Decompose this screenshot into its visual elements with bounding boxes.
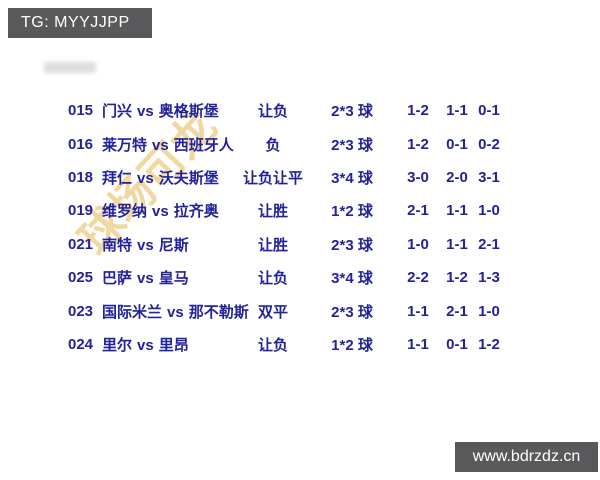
- table-row: 019 维罗纳 vs 拉齐奥 让胜 1*2 球 2-1 1-1 1-0: [0, 194, 600, 227]
- home-team: 南特: [102, 236, 133, 254]
- score-prediction: 1-0: [478, 202, 500, 220]
- score-prediction: 0-1: [446, 335, 468, 353]
- bet-recommendation: 让胜: [257, 203, 288, 221]
- home-team: 维罗纳: [102, 203, 148, 221]
- match-teams: 国际米兰 vs 那不勒斯: [102, 301, 249, 322]
- score-prediction: 0-1: [478, 102, 500, 120]
- bet-recommendation: 负: [265, 136, 281, 154]
- match-teams: 莱万特 vs 西班牙人: [102, 134, 234, 155]
- score-prediction: 1-0: [478, 302, 500, 320]
- table-row: 018 拜仁 vs 沃夫斯堡 让负让平 3*4 球 3-0 2-0 3-1: [0, 161, 600, 194]
- away-team: 拉齐奥: [173, 203, 219, 221]
- home-team: 巴萨: [102, 270, 133, 288]
- vs-label: vs: [137, 270, 154, 288]
- score-prediction: 1-1: [407, 302, 429, 320]
- match-teams: 南特 vs 尼斯: [102, 234, 228, 255]
- away-team: 里昂: [158, 336, 189, 354]
- score-prediction: 2-1: [478, 235, 500, 253]
- match-number: 023: [68, 302, 94, 320]
- score-prediction: 2-2: [407, 269, 429, 287]
- away-team: 那不勒斯: [188, 303, 249, 321]
- table-row: 025 巴萨 vs 皇马 让负 3*4 球 2-2 1-2 1-3: [0, 261, 600, 294]
- home-team: 国际米兰: [102, 303, 163, 321]
- away-team: 奥格斯堡: [158, 103, 219, 121]
- vs-label: vs: [167, 303, 184, 321]
- vs-label: vs: [137, 236, 154, 254]
- score-prediction: 1-2: [407, 102, 429, 120]
- bet-recommendation: 让胜: [257, 236, 288, 254]
- predictions-table: 015 门兴 vs 奥格斯堡 让负 2*3 球 1-2 1-1 0-1 016 莱万…: [0, 94, 600, 361]
- score-prediction: 1-1: [446, 202, 468, 220]
- telegram-badge: TG: MYYJJPP: [8, 8, 152, 38]
- away-team: 沃夫斯堡: [158, 169, 219, 187]
- score-prediction: 1-1: [446, 235, 468, 253]
- goals-recommendation: 3*4 球: [331, 169, 373, 187]
- away-team: 皇马: [158, 270, 189, 288]
- bet-recommendation: 让负让平: [242, 169, 303, 187]
- score-prediction: 1-2: [407, 135, 429, 153]
- score-prediction: 3-0: [407, 168, 429, 186]
- vs-label: vs: [152, 203, 169, 221]
- match-teams: 里尔 vs 里昂: [102, 334, 228, 355]
- score-prediction: 1-1: [407, 335, 429, 353]
- score-prediction: 2-0: [446, 168, 468, 186]
- vs-label: vs: [152, 136, 169, 154]
- match-number: 021: [68, 235, 94, 253]
- score-prediction: 1-0: [407, 235, 429, 253]
- score-prediction: 0-2: [478, 135, 500, 153]
- match-number: 015: [68, 102, 94, 120]
- home-team: 拜仁: [102, 169, 133, 187]
- goals-recommendation: 2*3 球: [331, 303, 373, 321]
- match-number: 024: [68, 335, 94, 353]
- goals-recommendation: 2*3 球: [331, 136, 373, 154]
- match-number: 025: [68, 269, 94, 287]
- match-number: 019: [68, 202, 94, 220]
- table-row: 023 国际米兰 vs 那不勒斯 双平 2*3 球 1-1 2-1 1-0: [0, 294, 600, 327]
- score-prediction: 2-1: [407, 202, 429, 220]
- match-teams: 拜仁 vs 沃夫斯堡: [102, 167, 228, 188]
- match-number: 016: [68, 135, 94, 153]
- home-team: 莱万特: [102, 136, 148, 154]
- redacted-smudge: [44, 62, 96, 73]
- home-team: 门兴: [102, 103, 133, 121]
- goals-recommendation: 2*3 球: [331, 236, 373, 254]
- table-row: 016 莱万特 vs 西班牙人 负 2*3 球 1-2 0-1 0-2: [0, 127, 600, 160]
- score-prediction: 1-1: [446, 102, 468, 120]
- home-team: 里尔: [102, 336, 133, 354]
- score-prediction: 1-2: [478, 335, 500, 353]
- website-badge: www.bdrzdz.cn: [455, 442, 598, 472]
- score-prediction: 1-2: [446, 269, 468, 287]
- table-row: 015 门兴 vs 奥格斯堡 让负 2*3 球 1-2 1-1 0-1: [0, 94, 600, 127]
- score-prediction: 1-3: [478, 269, 500, 287]
- score-prediction: 3-1: [478, 168, 500, 186]
- score-prediction: 2-1: [446, 302, 468, 320]
- vs-label: vs: [137, 336, 154, 354]
- score-prediction: 0-1: [446, 135, 468, 153]
- goals-recommendation: 3*4 球: [331, 270, 373, 288]
- match-teams: 维罗纳 vs 拉齐奥: [102, 200, 228, 221]
- vs-label: vs: [137, 103, 154, 121]
- match-teams: 巴萨 vs 皇马: [102, 267, 228, 288]
- match-teams: 门兴 vs 奥格斯堡: [102, 100, 228, 121]
- bet-recommendation: 双平: [257, 303, 288, 321]
- goals-recommendation: 2*3 球: [331, 103, 373, 121]
- bet-recommendation: 让负: [257, 103, 288, 121]
- match-number: 018: [68, 168, 94, 186]
- table-row: 024 里尔 vs 里昂 让负 1*2 球 1-1 0-1 1-2: [0, 328, 600, 361]
- bet-recommendation: 让负: [257, 270, 288, 288]
- table-row: 021 南特 vs 尼斯 让胜 2*3 球 1-0 1-1 2-1: [0, 228, 600, 261]
- goals-recommendation: 1*2 球: [331, 336, 373, 354]
- goals-recommendation: 1*2 球: [331, 203, 373, 221]
- vs-label: vs: [137, 169, 154, 187]
- away-team: 西班牙人: [173, 136, 234, 154]
- away-team: 尼斯: [158, 236, 189, 254]
- bet-recommendation: 让负: [257, 336, 288, 354]
